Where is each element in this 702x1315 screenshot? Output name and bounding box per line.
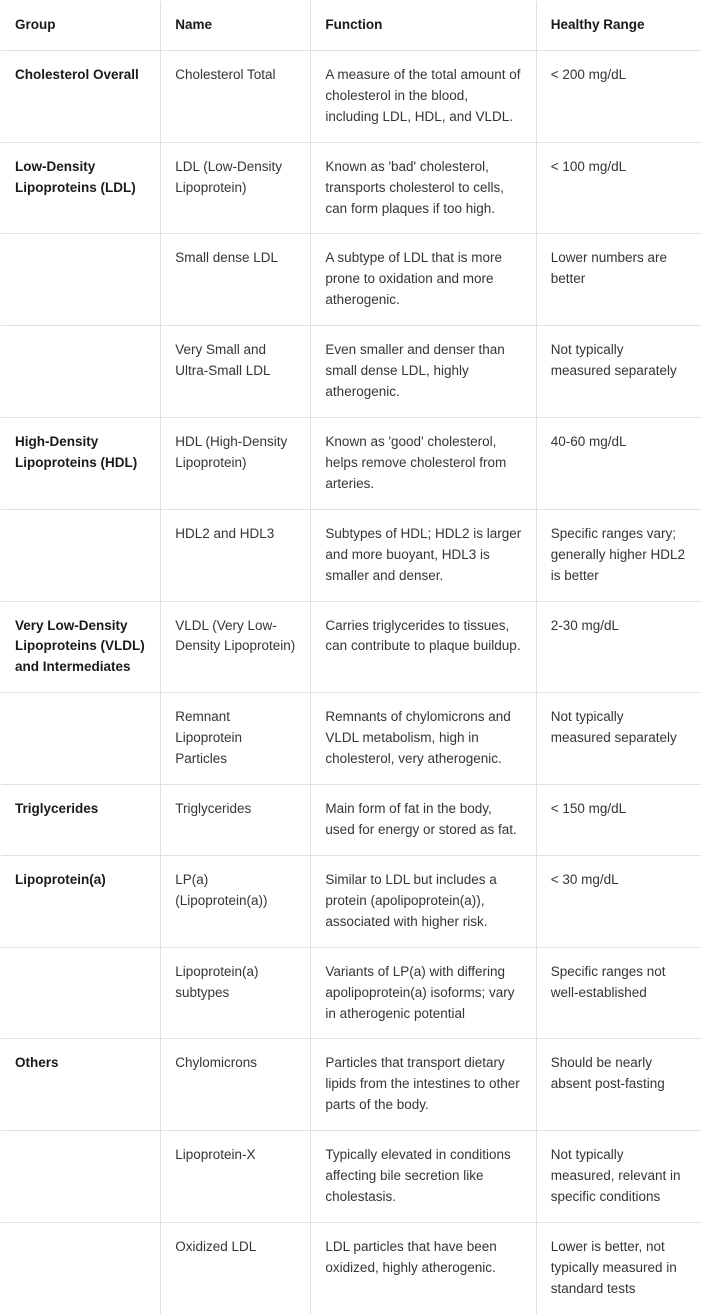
cell-name: VLDL (Very Low-Density Lipoprotein) (161, 601, 311, 693)
header-range: Healthy Range (536, 1, 701, 51)
cell-range: < 100 mg/dL (536, 142, 701, 234)
cell-group (1, 1131, 161, 1223)
cell-group: Low-Density Lipoproteins (LDL) (1, 142, 161, 234)
cell-range: < 200 mg/dL (536, 50, 701, 142)
cell-group (1, 326, 161, 418)
cell-function: Known as 'bad' cholesterol, transports c… (311, 142, 536, 234)
cell-range: Not typically measured separately (536, 326, 701, 418)
header-group: Group (1, 1, 161, 51)
cell-function: Remnants of chylomicrons and VLDL metabo… (311, 693, 536, 785)
cell-function: LDL particles that have been oxidized, h… (311, 1222, 536, 1314)
cell-name: HDL (High-Density Lipoprotein) (161, 417, 311, 509)
cell-name: Triglycerides (161, 785, 311, 856)
cell-function: Carries triglycerides to tissues, can co… (311, 601, 536, 693)
cell-name: LDL (Low-Density Lipoprotein) (161, 142, 311, 234)
cell-range: < 150 mg/dL (536, 785, 701, 856)
cell-name: LP(a) (Lipoprotein(a)) (161, 855, 311, 947)
cell-group (1, 693, 161, 785)
cell-group: Triglycerides (1, 785, 161, 856)
table-body: Cholesterol OverallCholesterol TotalA me… (1, 50, 702, 1314)
header-function: Function (311, 1, 536, 51)
cell-range: < 30 mg/dL (536, 855, 701, 947)
cell-range: Lower numbers are better (536, 234, 701, 326)
cell-function: Main form of fat in the body, used for e… (311, 785, 536, 856)
cell-name: Chylomicrons (161, 1039, 311, 1131)
cell-name: Remnant Lipoprotein Particles (161, 693, 311, 785)
cell-function: Variants of LP(a) with differing apolipo… (311, 947, 536, 1039)
cell-group (1, 509, 161, 601)
cell-function: Subtypes of HDL; HDL2 is larger and more… (311, 509, 536, 601)
cell-name: Lipoprotein(a) subtypes (161, 947, 311, 1039)
cell-name: Cholesterol Total (161, 50, 311, 142)
cell-group: High-Density Lipoproteins (HDL) (1, 417, 161, 509)
table-row: Small dense LDLA subtype of LDL that is … (1, 234, 702, 326)
cell-group (1, 947, 161, 1039)
cell-group (1, 1222, 161, 1314)
cell-name: Oxidized LDL (161, 1222, 311, 1314)
table-row: Very Low-Density Lipoproteins (VLDL) and… (1, 601, 702, 693)
cell-range: 40-60 mg/dL (536, 417, 701, 509)
cell-name: Lipoprotein-X (161, 1131, 311, 1223)
table-row: Very Small and Ultra-Small LDLEven small… (1, 326, 702, 418)
cell-group: Very Low-Density Lipoproteins (VLDL) and… (1, 601, 161, 693)
cell-function: Known as 'good' cholesterol, helps remov… (311, 417, 536, 509)
cell-range: Specific ranges not well-established (536, 947, 701, 1039)
table-header-row: Group Name Function Healthy Range (1, 1, 702, 51)
cell-range: 2-30 mg/dL (536, 601, 701, 693)
cell-group: Others (1, 1039, 161, 1131)
cell-range: Lower is better, not typically measured … (536, 1222, 701, 1314)
cell-name: Very Small and Ultra-Small LDL (161, 326, 311, 418)
table-row: High-Density Lipoproteins (HDL)HDL (High… (1, 417, 702, 509)
header-name: Name (161, 1, 311, 51)
table-row: OthersChylomicronsParticles that transpo… (1, 1039, 702, 1131)
cell-function: Similar to LDL but includes a protein (a… (311, 855, 536, 947)
cell-name: Small dense LDL (161, 234, 311, 326)
cell-function: Typically elevated in conditions affecti… (311, 1131, 536, 1223)
cell-range: Specific ranges vary; generally higher H… (536, 509, 701, 601)
table-row: Oxidized LDLLDL particles that have been… (1, 1222, 702, 1314)
table-row: Remnant Lipoprotein ParticlesRemnants of… (1, 693, 702, 785)
table-row: Lipoprotein-XTypically elevated in condi… (1, 1131, 702, 1223)
table-row: Low-Density Lipoproteins (LDL)LDL (Low-D… (1, 142, 702, 234)
table-row: Cholesterol OverallCholesterol TotalA me… (1, 50, 702, 142)
cell-group (1, 234, 161, 326)
cell-name: HDL2 and HDL3 (161, 509, 311, 601)
cell-range: Not typically measured, relevant in spec… (536, 1131, 701, 1223)
cell-function: A subtype of LDL that is more prone to o… (311, 234, 536, 326)
cell-range: Not typically measured separately (536, 693, 701, 785)
cell-function: Even smaller and denser than small dense… (311, 326, 536, 418)
cell-group: Cholesterol Overall (1, 50, 161, 142)
cholesterol-table: Group Name Function Healthy Range Choles… (0, 0, 702, 1315)
cell-function: A measure of the total amount of cholest… (311, 50, 536, 142)
cell-range: Should be nearly absent post-fasting (536, 1039, 701, 1131)
cell-group: Lipoprotein(a) (1, 855, 161, 947)
table-row: TriglyceridesTriglyceridesMain form of f… (1, 785, 702, 856)
table-row: HDL2 and HDL3Subtypes of HDL; HDL2 is la… (1, 509, 702, 601)
table-row: Lipoprotein(a)LP(a) (Lipoprotein(a))Simi… (1, 855, 702, 947)
table-row: Lipoprotein(a) subtypesVariants of LP(a)… (1, 947, 702, 1039)
cell-function: Particles that transport dietary lipids … (311, 1039, 536, 1131)
